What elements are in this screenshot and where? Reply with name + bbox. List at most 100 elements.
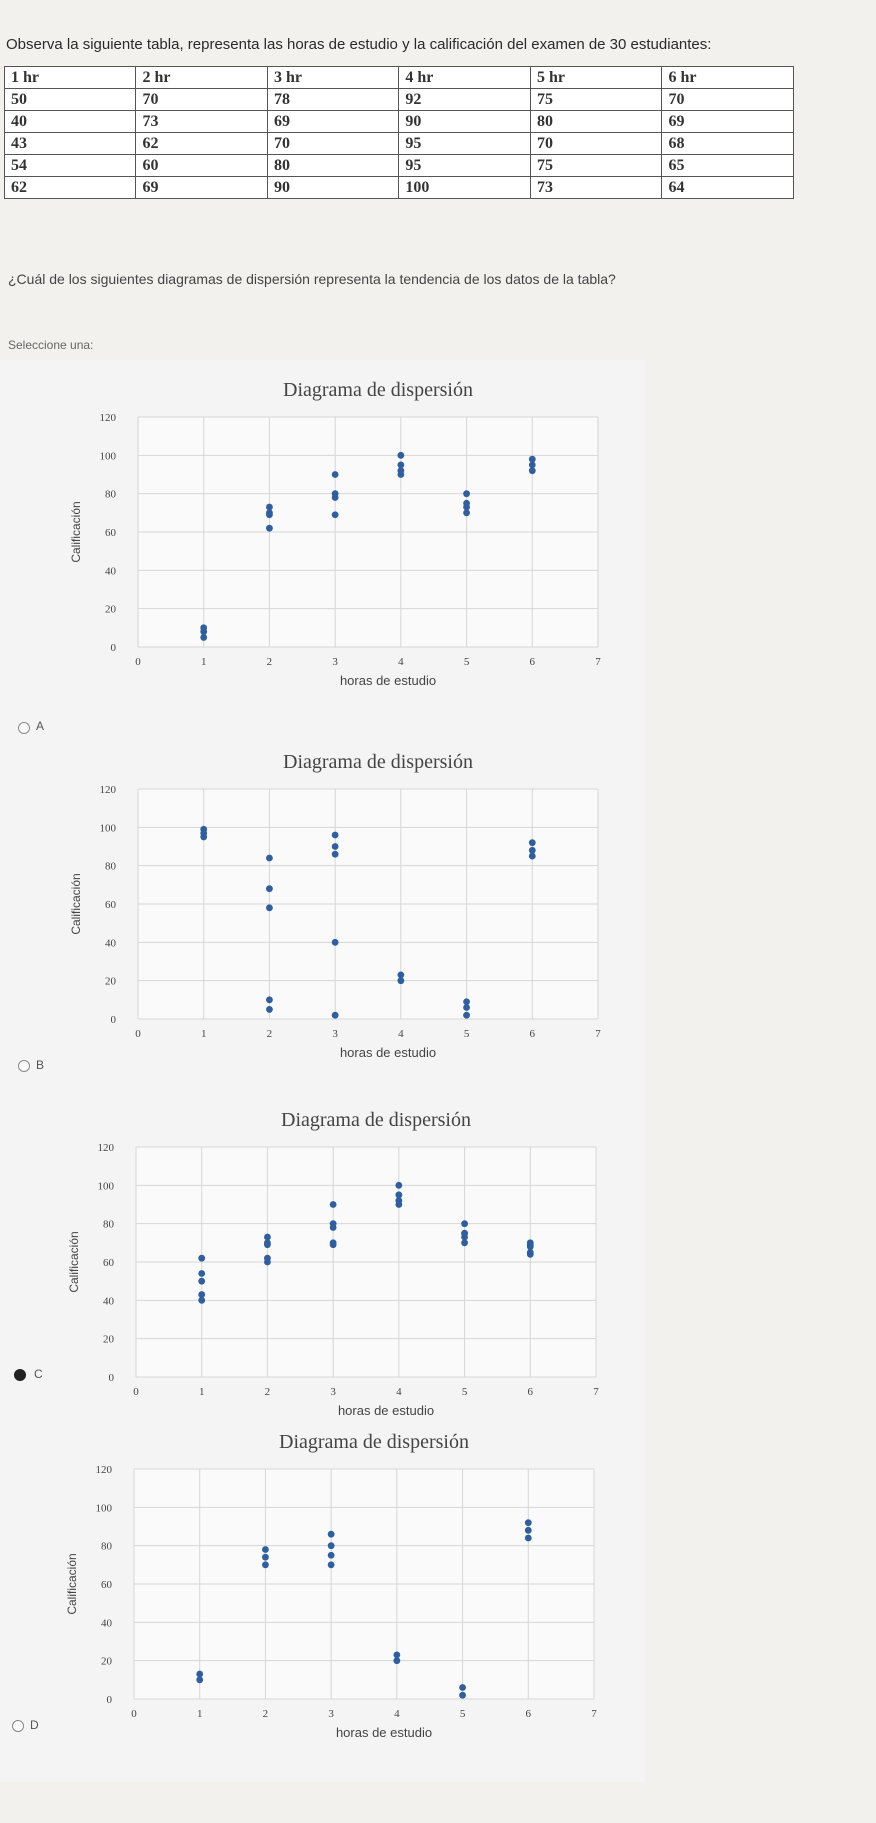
- x-axis-label: horas de estudio: [336, 1725, 432, 1740]
- data-point: [266, 904, 273, 912]
- data-point: [528, 467, 536, 475]
- table-header-cell: 2 hr: [135, 66, 268, 89]
- y-axis-label: Calificación: [69, 501, 83, 562]
- option-a[interactable]: Diagrama de dispersión 0 20 40 60 80 100 120 0 1 2…: [0, 360, 645, 738]
- table-cell: 68: [661, 132, 794, 155]
- y-tick-label: 40: [103, 1295, 115, 1307]
- option-b[interactable]: Diagrama de dispersión 0 20 40 60 80 100 120 0 1 2…: [0, 738, 645, 1098]
- data-point: [264, 1254, 271, 1262]
- table-cell: 40: [3, 110, 137, 133]
- scatter-chart-svg: Diagrama de dispersión 0 20 40 60 80 100 120 0 1 2…: [69, 751, 601, 1060]
- table-cell: 62: [3, 176, 137, 199]
- data-point: [331, 490, 339, 498]
- x-tick-label: 5: [464, 656, 470, 668]
- data-point: [266, 524, 273, 532]
- data-point: [198, 1270, 206, 1277]
- option-letter-c: C: [34, 1367, 43, 1381]
- option-c[interactable]: Diagrama de dispersión 0 20 40 60 80 100 120 0 1 2…: [0, 1098, 645, 1420]
- data-point: [331, 831, 339, 839]
- x-tick-label: 5: [462, 1386, 468, 1398]
- data-point: [459, 1684, 466, 1691]
- data-point: [526, 1239, 534, 1247]
- radio-option-d[interactable]: [12, 1720, 24, 1732]
- y-tick-label: 20: [103, 1334, 115, 1346]
- data-point: [461, 1220, 468, 1228]
- table-cell: 75: [529, 154, 663, 177]
- y-tick-label: 100: [98, 1180, 115, 1192]
- x-tick-label: 3: [328, 1708, 334, 1720]
- data-table: 1 hr 2 hr 3 hr 4 hr 5 hr 6 hr 50 70 78 92 75 70 40 73…: [3, 66, 794, 199]
- data-point: [395, 1197, 403, 1205]
- x-tick-label: 4: [396, 1386, 402, 1398]
- radio-option-a[interactable]: [18, 722, 30, 734]
- option-d[interactable]: Diagrama de dispersión 0 20 40 60 80 100 120 0 1 2…: [0, 1420, 645, 1782]
- option-letter-b: B: [36, 1058, 45, 1072]
- x-tick-label: 4: [398, 1028, 404, 1040]
- y-tick-label: 80: [105, 861, 117, 873]
- data-point: [397, 977, 405, 985]
- data-point: [266, 996, 273, 1004]
- table-cell: 90: [398, 110, 531, 133]
- data-point: [524, 1534, 532, 1542]
- scatter-chart-svg: Diagrama de dispersión 0 20 40 60 80 100 120 0 1 2…: [65, 1431, 597, 1740]
- question-text: ¿Cuál de los siguientes diagramas de dis…: [8, 271, 616, 287]
- table-cell: 70: [661, 88, 794, 111]
- data-point: [266, 509, 273, 517]
- data-point: [395, 1181, 403, 1189]
- data-point: [524, 1526, 532, 1534]
- table-row: 54 60 80 95 75 65: [3, 154, 794, 177]
- x-tick-label: 6: [530, 656, 536, 668]
- table-row: 50 70 78 92 75 70: [3, 88, 794, 111]
- x-tick-label: 5: [464, 1028, 470, 1040]
- data-point: [397, 461, 405, 469]
- x-tick-label: 1: [199, 1386, 205, 1398]
- table-header-row: 1 hr 2 hr 3 hr 4 hr 5 hr 6 hr: [3, 66, 794, 89]
- data-point: [200, 624, 208, 632]
- data-point: [196, 1670, 204, 1678]
- y-tick-label: 60: [103, 1257, 115, 1269]
- y-tick-label: 100: [100, 450, 117, 462]
- data-point: [266, 854, 273, 862]
- x-tick-label: 2: [267, 1028, 273, 1040]
- y-tick-label: 40: [105, 565, 117, 577]
- data-point: [264, 1233, 271, 1241]
- data-point: [264, 1239, 271, 1247]
- data-point: [266, 1006, 273, 1013]
- table-cell: 65: [661, 154, 794, 177]
- chart-option-a: Diagrama de dispersión 0 20 40 60 80 100 120 0 1 2…: [58, 372, 618, 702]
- data-point: [397, 971, 405, 979]
- data-point: [329, 1239, 337, 1247]
- y-tick-label: 20: [105, 976, 117, 988]
- x-tick-label: 1: [201, 656, 207, 668]
- x-tick-label: 4: [398, 656, 404, 668]
- data-point: [528, 455, 536, 463]
- data-point: [459, 1691, 466, 1699]
- data-point: [395, 1191, 403, 1199]
- table-cell: 62: [135, 132, 268, 155]
- x-tick-label: 6: [526, 1708, 532, 1720]
- x-tick-label: 3: [332, 656, 338, 668]
- table-cell: 95: [398, 132, 531, 155]
- x-tick-label: 6: [530, 1028, 536, 1040]
- data-point: [528, 852, 536, 860]
- table-cell: 78: [266, 88, 400, 111]
- x-tick-label: 7: [593, 1386, 599, 1398]
- y-tick-label: 0: [111, 1014, 117, 1026]
- radio-option-b[interactable]: [18, 1060, 30, 1072]
- x-tick-label: 3: [330, 1386, 336, 1398]
- y-tick-label: 20: [105, 604, 117, 616]
- table-cell: 54: [3, 154, 137, 177]
- chart-option-c: Diagrama de dispersión 0 20 40 60 80 100 120 0 1 2…: [56, 1102, 616, 1432]
- y-tick-label: 120: [100, 412, 117, 424]
- data-point: [329, 1220, 337, 1228]
- table-cell: 60: [135, 154, 268, 177]
- table-row: 43 62 70 95 70 68: [3, 132, 794, 155]
- radio-option-c[interactable]: [14, 1369, 26, 1381]
- table-header-cell: 4 hr: [398, 66, 531, 89]
- chart-option-b: Diagrama de dispersión 0 20 40 60 80 100 120 0 1 2…: [58, 744, 618, 1074]
- data-point: [461, 1239, 468, 1247]
- data-point: [262, 1553, 269, 1561]
- scatter-chart-svg: Diagrama de dispersión 0 20 40 60 80 100 120 0 1 2…: [67, 1109, 599, 1418]
- x-tick-label: 0: [131, 1708, 137, 1720]
- x-tick-label: 5: [460, 1708, 466, 1720]
